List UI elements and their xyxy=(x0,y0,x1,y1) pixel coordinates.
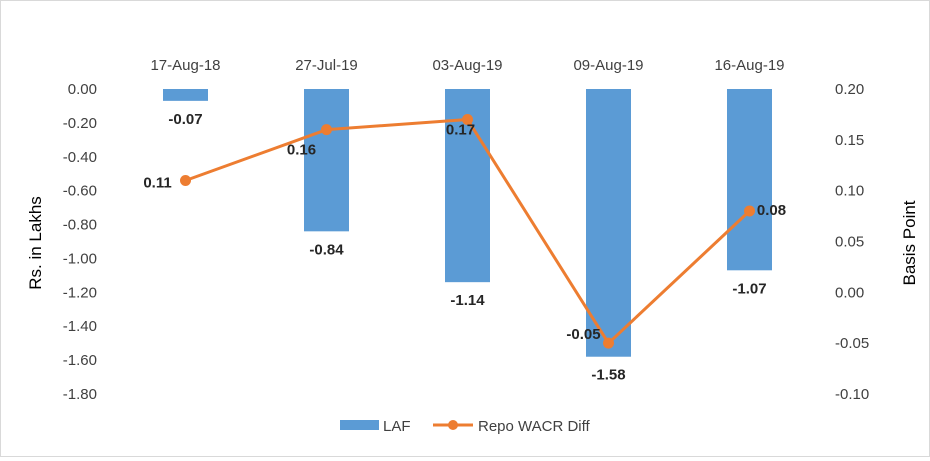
category-label: 27-Jul-19 xyxy=(295,57,358,74)
laf-data-labels: -0.07 -0.84 -1.14 -1.58 -1.07 xyxy=(168,111,766,384)
right-axis-ticks: 0.20 0.15 0.10 0.05 0.00 -0.05 -0.10 xyxy=(835,81,869,403)
repo-wacr-line xyxy=(180,114,755,349)
legend-repo-marker xyxy=(448,420,458,430)
category-label: 17-Aug-18 xyxy=(150,57,220,74)
legend: LAF Repo WACR Diff xyxy=(340,418,591,435)
left-axis-tick-label: -0.40 xyxy=(63,149,97,166)
left-axis-tick-label: -1.20 xyxy=(63,284,97,301)
laf-data-label: -0.07 xyxy=(168,111,202,128)
left-axis-tick-label: -0.20 xyxy=(63,115,97,132)
left-axis-tick-label: 0.00 xyxy=(68,81,97,98)
right-axis-tick-label: 0.05 xyxy=(835,234,864,251)
laf-data-label: -0.84 xyxy=(309,241,344,258)
laf-data-label: -1.07 xyxy=(732,280,766,297)
laf-bar xyxy=(727,89,772,271)
repo-wacr-data-label: 0.08 xyxy=(757,202,786,219)
left-axis-tick-label: -1.80 xyxy=(63,386,97,403)
category-axis: 17-Aug-18 27-Jul-19 03-Aug-19 09-Aug-19 16-A… xyxy=(150,57,784,74)
left-axis-tick-label: -1.60 xyxy=(63,352,97,369)
category-label: 03-Aug-19 xyxy=(432,57,502,74)
repo-wacr-marker xyxy=(180,175,191,186)
repo-wacr-data-label: 0.11 xyxy=(143,175,171,192)
right-axis-tick-label: -0.10 xyxy=(835,386,869,403)
left-axis-tick-label: -0.80 xyxy=(63,217,97,234)
left-axis-tick-label: -1.00 xyxy=(63,250,97,267)
repo-wacr-marker xyxy=(744,205,755,217)
legend-laf-label: LAF xyxy=(383,418,411,435)
repo-wacr-data-label: -0.05 xyxy=(566,326,600,343)
right-axis-tick-label: -0.05 xyxy=(835,335,869,352)
right-axis-tick-label: 0.10 xyxy=(835,183,864,200)
left-axis-ticks: 0.00 -0.20 -0.40 -0.60 -0.80 -1.00 -1.20 -1.40 -… xyxy=(63,81,97,403)
right-axis-tick-label: 0.15 xyxy=(835,132,864,149)
category-label: 09-Aug-19 xyxy=(573,57,643,74)
left-axis-title: Rs. in Lakhs xyxy=(26,196,45,290)
laf-bar xyxy=(163,89,208,101)
laf-data-label: -1.14 xyxy=(450,292,485,309)
repo-wacr-marker xyxy=(321,124,332,136)
laf-data-label: -1.58 xyxy=(591,367,625,384)
laf-bar xyxy=(304,89,349,232)
repo-wacr-marker xyxy=(462,114,473,125)
repo-wacr-data-labels: 0.11 0.16 0.17 -0.05 0.08 xyxy=(143,122,786,344)
right-axis-tick-label: 0.00 xyxy=(835,284,864,301)
left-axis-tick-label: -0.60 xyxy=(63,183,97,200)
left-axis-tick-label: -1.40 xyxy=(63,318,97,335)
repo-wacr-marker xyxy=(603,337,614,349)
legend-repo-label: Repo WACR Diff xyxy=(478,418,591,435)
category-label: 16-Aug-19 xyxy=(714,57,784,74)
repo-wacr-data-label: 0.17 xyxy=(446,122,475,139)
legend-laf-swatch xyxy=(340,420,379,430)
repo-wacr-data-label: 0.16 xyxy=(287,142,316,159)
laf-bar xyxy=(586,89,631,357)
right-axis-tick-label: 0.20 xyxy=(835,81,864,98)
right-axis-title: Basis Point xyxy=(900,200,919,285)
